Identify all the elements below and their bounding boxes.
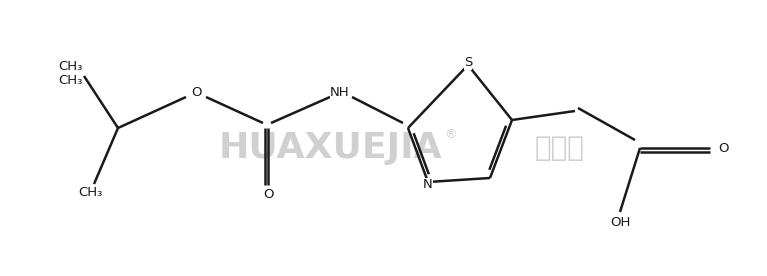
- Text: 化学加: 化学加: [535, 134, 585, 162]
- Text: NH: NH: [330, 86, 350, 100]
- Text: CH₃: CH₃: [58, 60, 82, 73]
- Text: CH₃: CH₃: [58, 73, 82, 86]
- Text: O: O: [718, 142, 729, 155]
- Text: N: N: [423, 177, 433, 190]
- Text: HUAXUEJIA: HUAXUEJIA: [218, 131, 442, 165]
- Text: ®: ®: [444, 129, 456, 142]
- Text: S: S: [464, 57, 472, 70]
- Text: OH: OH: [610, 216, 630, 229]
- Text: CH₃: CH₃: [77, 185, 102, 198]
- Text: O: O: [191, 86, 201, 100]
- Text: O: O: [263, 189, 273, 201]
